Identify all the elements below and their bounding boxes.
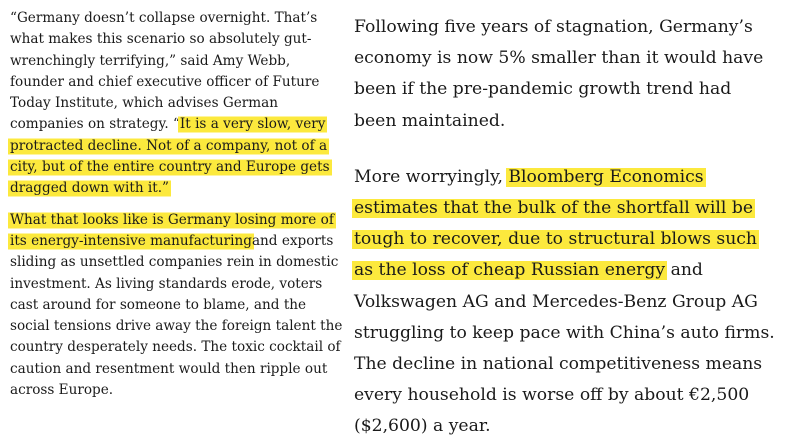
text-line: “Germany doesn’t collapse overnight. Tha… (10, 10, 318, 26)
text-line: companies on strategy. “It is a very slo… (10, 114, 332, 135)
text-line: founder and chief executive officer of F… (10, 73, 320, 90)
text-line: country desperately needs. The toxic coc… (10, 339, 341, 356)
text-line: What that looks like is Germany losing m… (8, 210, 336, 231)
text-line: The decline in national competitiveness … (354, 354, 763, 375)
text-line: been if the pre-pandemic growth trend ha… (354, 79, 732, 100)
text-line: as the loss of cheap Russian energy and (352, 255, 786, 286)
highlighted-text: dragged down with it.” (8, 179, 171, 198)
text-line: Following five years of stagnation, Germ… (354, 17, 753, 37)
text-line: across Europe. (10, 382, 114, 399)
text-line: dragged down with it.” (8, 178, 332, 199)
text-line: city, but of the entire country and Euro… (8, 157, 332, 178)
text-line: Volkswagen AG and Mercedes-Benz Group AG (354, 291, 758, 312)
highlighted-text: What that looks like is Germany losing m… (8, 210, 336, 229)
plain-text: More worryingly, (354, 166, 509, 187)
text-line: struggling to keep pace with China’s aut… (354, 322, 775, 343)
right-article-column: Following five years of stagnation, Germ… (352, 0, 786, 443)
text-line: its energy-intensive manufacturingand ex… (8, 231, 334, 252)
text-line: protracted decline. Not of a company, no… (8, 136, 332, 157)
highlighted-text: estimates that the bulk of the shortfall… (352, 197, 756, 220)
text-line: ($2,600) a year. (354, 416, 491, 437)
left-paragraph-quote: “Germany doesn’t collapse overnight. Tha… (8, 8, 332, 200)
plain-text: and exports (251, 232, 334, 249)
highlighted-text: tough to recover, due to structural blow… (352, 228, 759, 251)
text-line: been maintained. (354, 110, 506, 131)
left-paragraph-decline: What that looks like is Germany losing m… (8, 210, 343, 402)
highlighted-text: It is a very slow, very (177, 115, 328, 134)
text-line: tough to recover, due to structural blow… (352, 224, 786, 255)
text-line: Today Institute, which advises German (10, 95, 279, 112)
text-line: sliding as unsettled companies rein in d… (10, 254, 339, 271)
text-line: More worryingly, Bloomberg Economics (354, 162, 786, 193)
text-line: investment. As living standards erode, v… (10, 275, 323, 292)
text-line: wrenchingly terrifying,” said Amy Webb, (10, 52, 291, 69)
text-line: what makes this scenario so absolutely g… (10, 31, 312, 48)
left-article-column: “Germany doesn’t collapse overnight. Tha… (8, 0, 343, 402)
text-line: social tensions drive away the foreign t… (10, 318, 343, 335)
text-line: cast around for someone to blame, and th… (10, 296, 307, 313)
text-line: estimates that the bulk of the shortfall… (352, 193, 786, 224)
text-line: caution and resentment would then ripple… (10, 360, 328, 377)
highlighted-text: city, but of the entire country and Euro… (8, 158, 332, 177)
highlighted-text: as the loss of cheap Russian energy (352, 259, 668, 282)
text-line: every household is worse off by about €2… (354, 385, 750, 406)
right-paragraph-outlook: More worryingly, Bloomberg Economics est… (352, 162, 786, 443)
plain-text: companies on strategy. “ (10, 116, 180, 133)
plain-text: and (665, 260, 703, 281)
text-line: economy is now 5% smaller than it would … (354, 48, 764, 69)
highlighted-text: Bloomberg Economics (506, 165, 706, 188)
highlighted-text: its energy-intensive manufacturing (8, 231, 254, 250)
highlighted-text: protracted decline. Not of a company, no… (8, 136, 330, 155)
right-paragraph-stagnation: Following five years of stagnation, Germ… (354, 12, 786, 137)
